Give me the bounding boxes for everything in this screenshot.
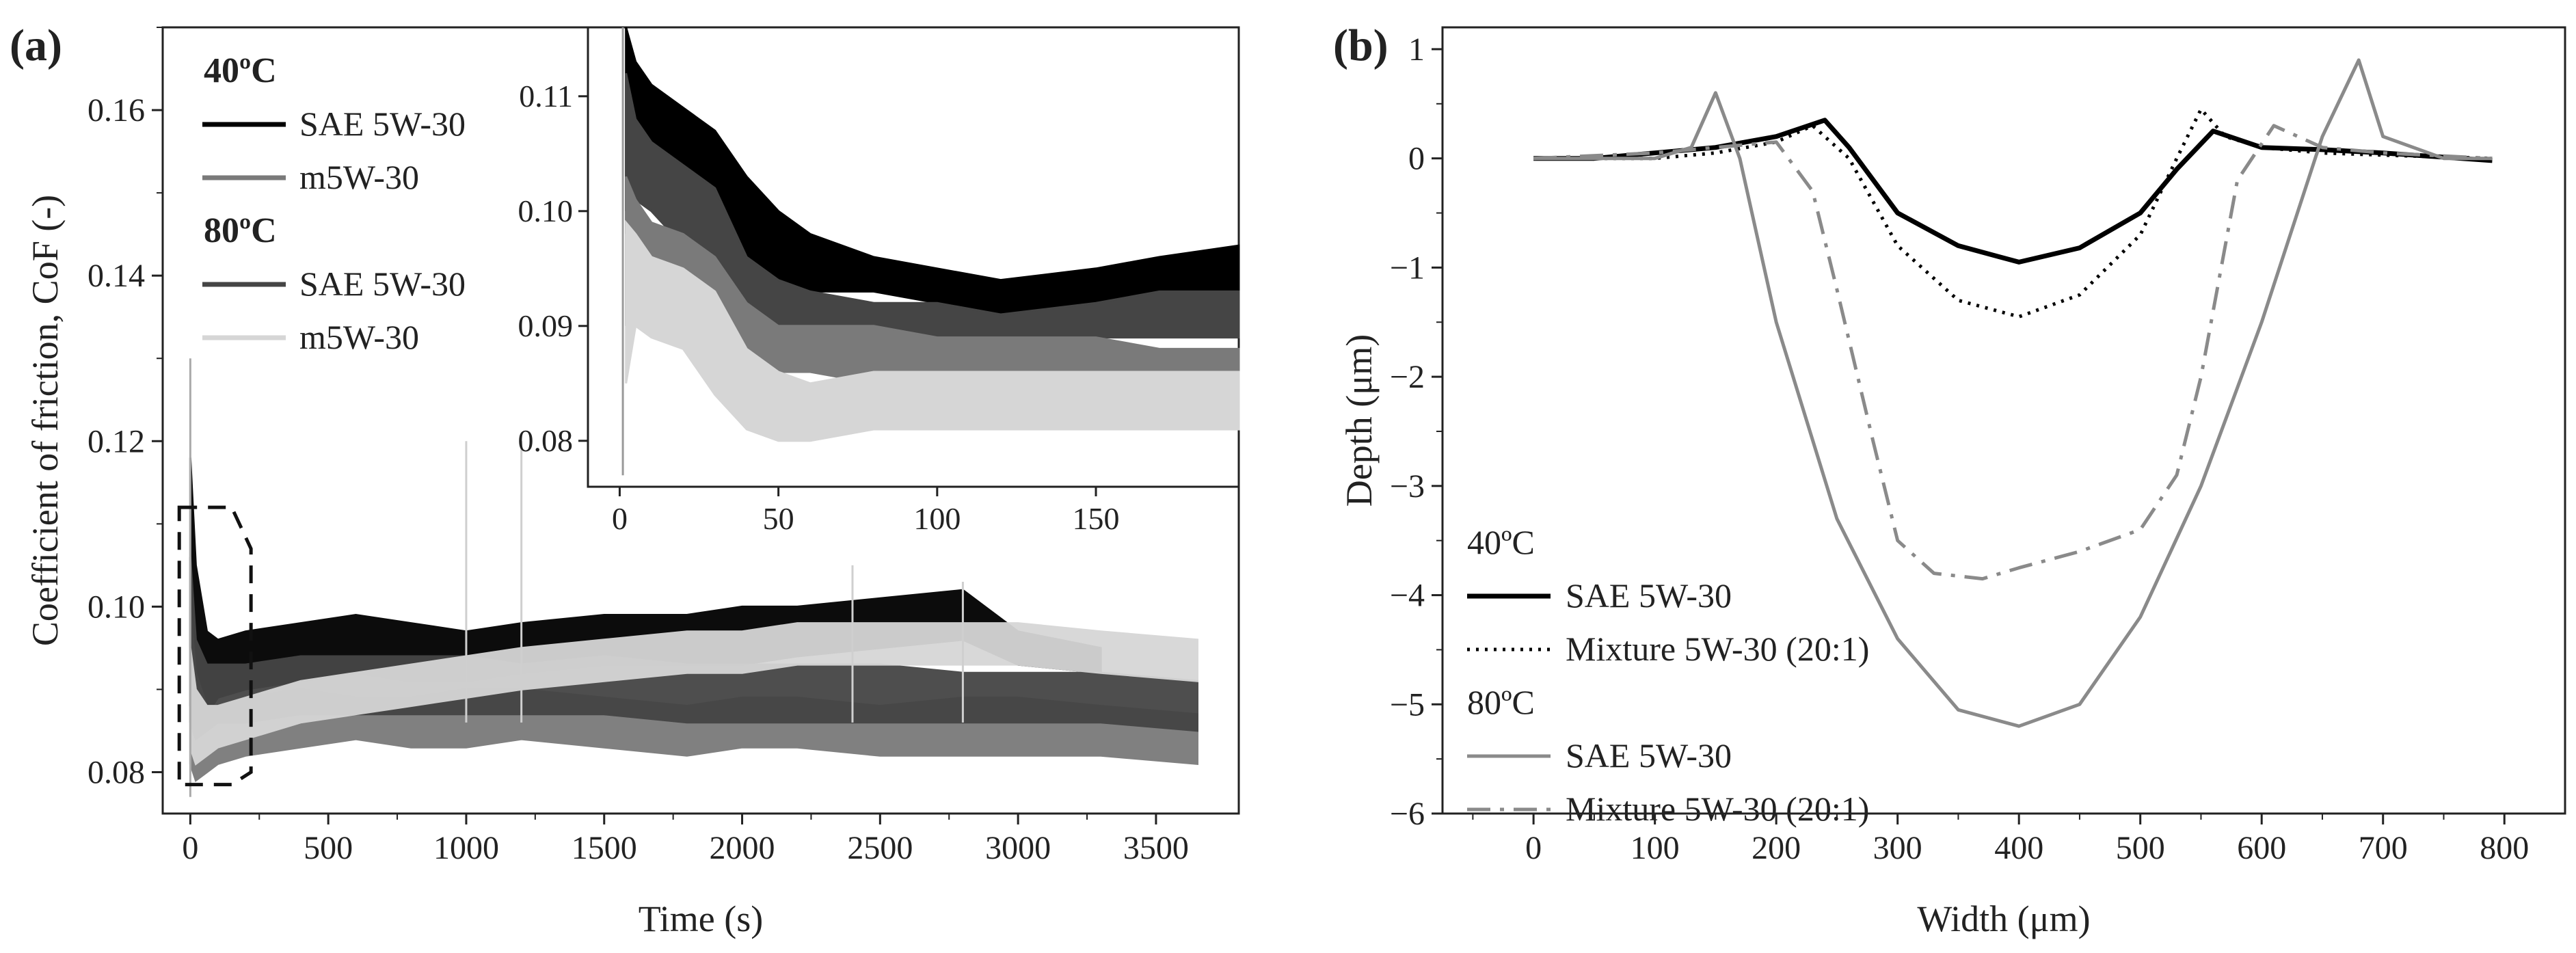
series-band-3 [189,622,1198,766]
inset-y-tick-label: 0.10 [518,193,574,228]
profile-line-3 [1533,124,2493,581]
x-tick-label-b: 100 [1631,830,1680,866]
panel-b-frame [1441,26,2566,815]
legend-label-a: SAE 5W-30 [299,265,466,303]
y-tick-label-b: −4 [1390,578,1425,614]
x-tick-label-a: 3500 [1123,830,1189,866]
x-tick-label-a: 500 [304,830,353,866]
y-tick-label-a: 0.16 [88,92,145,129]
profile-line-1 [1533,107,2493,319]
legend-label-a: SAE 5W-30 [299,105,466,143]
x-tick-label-b: 600 [2237,830,2286,866]
legend-label-b: SAE 5W-30 [1566,736,1732,775]
legend-label-a: m5W-30 [299,158,419,196]
x-tick-label-b: 300 [1873,830,1922,866]
profile-line-2 [1533,58,2493,728]
inset-y-tick-label: 0.11 [519,79,573,113]
x-axis-title-a: Time (s) [639,898,764,939]
profile-line-0 [1533,118,2493,265]
y-axis-title-b: Depth (μm) [1339,334,1380,507]
y-tick-label-a: 0.10 [88,589,145,625]
x-tick-label-b: 700 [2359,830,2408,866]
y-tick-label-b: 0 [1408,141,1425,177]
y-tick-label-a: 0.14 [88,258,145,294]
x-tick-label-b: 0 [1525,830,1542,866]
y-axis-title-a: Coefficient of friction, CoF (-) [25,195,66,646]
panel-a-chart: (a)0 500 1000 1500 2000 2500 3000 35000.080.100… [10,21,1240,939]
x-tick-label-b: 500 [2116,830,2165,866]
panel-b-chart: (b) 0 100 200 300 400 500 600 700 800 1 0 −1 −2 −3 −4 −5… [1333,21,2566,939]
x-tick-label-a: 0 [182,830,198,866]
legend-heading-b: 40ºC [1467,523,1535,561]
zoom-region-box [177,505,253,787]
y-tick-label-b: −3 [1390,468,1425,505]
y-tick-label-b: −2 [1390,359,1425,395]
y-tick-label-b: −5 [1390,686,1425,723]
panel-label-b: (b) [1333,21,1388,70]
x-tick-label-b: 800 [2480,830,2529,866]
y-tick-label-b: 1 [1408,31,1425,68]
y-tick-label-a: 0.08 [88,754,145,790]
y-tick-label-b: −6 [1390,796,1425,832]
legend-heading-a: 80ºC [204,211,277,250]
x-tick-label-a: 2500 [847,830,913,866]
y-tick-label-a: 0.12 [88,423,145,459]
inset-x-tick-label: 50 [763,501,794,536]
inset-y-tick-label: 0.09 [518,308,574,343]
legend-label-b: Mixture 5W-30 (20:1) [1566,630,1869,668]
x-axis-title-b: Width (μm) [1917,898,2090,939]
legend-label-a: m5W-30 [299,318,419,356]
x-tick-label-a: 1000 [433,830,499,866]
inset-band-3 [625,219,1240,442]
x-tick-label-a: 2000 [710,830,775,866]
x-tick-label-a: 1500 [572,830,637,866]
inset-y-tick-label: 0.08 [518,423,574,458]
legend-label-b: SAE 5W-30 [1566,576,1732,615]
inset-x-tick-label: 150 [1073,501,1120,536]
y-tick-label-b: −1 [1390,250,1425,286]
inset-x-tick-label: 100 [913,501,961,536]
legend-heading-a: 40ºC [204,51,277,90]
legend-label-b: Mixture 5W-30 (20:1) [1566,790,1869,828]
x-tick-label-b: 400 [1994,830,2043,866]
x-tick-label-a: 3000 [985,830,1051,866]
panel-label-a: (a) [10,21,62,70]
x-tick-label-b: 200 [1752,830,1801,866]
legend-heading-b: 80ºC [1467,683,1535,721]
inset-x-tick-label: 0 [612,501,628,536]
